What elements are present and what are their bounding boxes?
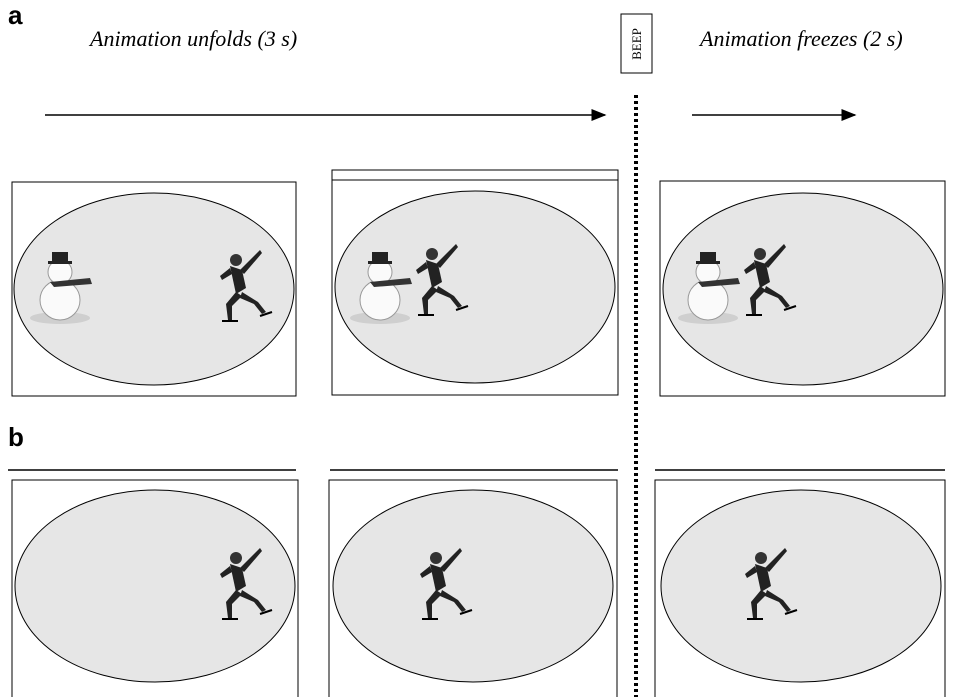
panel-label: b (8, 422, 24, 452)
phase-label: Animation unfolds (3 s) (88, 26, 297, 51)
phase-label: Animation freezes (2 s) (698, 26, 903, 51)
beep-label: BEEP (629, 28, 644, 60)
panel-label: a (8, 0, 23, 30)
scene (661, 490, 941, 682)
scene (333, 490, 613, 682)
frame-edge (332, 170, 618, 180)
scene (15, 490, 295, 682)
diagram: a b Animation unfolds (3 s) Animation fr… (0, 0, 953, 697)
